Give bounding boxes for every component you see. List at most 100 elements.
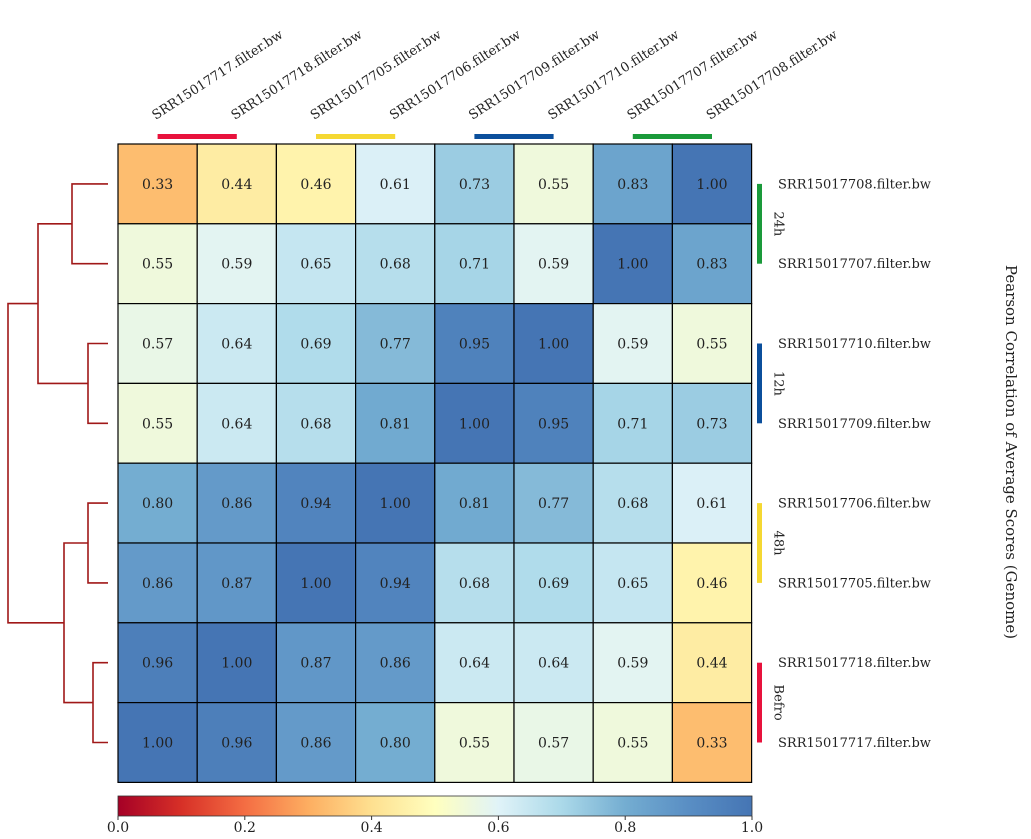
cell-value-label: 1.00 xyxy=(617,257,648,273)
heatmap-cell xyxy=(196,701,277,783)
cell-value-label: 0.94 xyxy=(300,496,331,512)
column-label: SRR15017718.filter.bw xyxy=(229,27,365,123)
heatmap-cell xyxy=(196,303,277,385)
heatmap-cell xyxy=(592,223,674,305)
colorbar-tick-label: 0.6 xyxy=(487,820,509,836)
column-label: SRR15017708.filter.bw xyxy=(704,27,840,123)
heatmap-cell xyxy=(513,382,594,464)
heatmap-cell xyxy=(592,382,674,464)
group-label: 48h xyxy=(771,531,786,557)
cell-value-label: 0.64 xyxy=(538,656,569,672)
heatmap-cell xyxy=(117,223,198,305)
cell-value-label: 0.68 xyxy=(459,576,490,592)
row-group-bar xyxy=(757,343,762,424)
column-label: SRR15017709.filter.bw xyxy=(466,27,602,123)
heatmap-cell xyxy=(275,382,357,464)
heatmap-cell xyxy=(671,701,753,783)
heatmap-cell xyxy=(434,701,515,783)
cell-value-label: 1.00 xyxy=(300,576,331,592)
heatmap-cell xyxy=(434,223,515,305)
group-label: 12h xyxy=(771,371,786,397)
cell-value-label: 0.55 xyxy=(617,736,648,752)
cell-value-label: 0.44 xyxy=(696,656,727,672)
row-group-bar xyxy=(757,503,762,583)
heatmap-cell xyxy=(513,143,594,225)
cell-value-label: 0.64 xyxy=(221,416,252,432)
cell-value-label: 0.55 xyxy=(142,416,173,432)
cell-value-label: 0.87 xyxy=(221,576,252,592)
heatmap-cell xyxy=(275,223,357,305)
row-dendrogram xyxy=(7,183,108,744)
column-group-bar xyxy=(474,134,554,139)
heatmap-cell xyxy=(592,622,674,704)
heatmap-cell xyxy=(355,382,436,464)
colorbar-tick-label: 0.0 xyxy=(107,820,129,836)
heatmap-cell xyxy=(671,622,753,704)
dendrogram-branch xyxy=(87,502,108,584)
colorbar-gradient xyxy=(117,795,753,817)
cell-value-label: 0.95 xyxy=(459,337,490,353)
group-labels: 24h 12h 48h Befro xyxy=(771,211,786,720)
cell-value-label: 0.46 xyxy=(696,576,727,592)
cell-value-label: 0.83 xyxy=(617,177,648,193)
heatmap-cell xyxy=(671,303,753,385)
cell-value-label: 0.73 xyxy=(459,177,490,193)
cell-value-label: 0.33 xyxy=(696,736,727,752)
cell-value-label: 0.64 xyxy=(459,656,490,672)
dendrogram-branch xyxy=(71,183,108,265)
colorbar-title: Pearson Correlation of Average Scores (G… xyxy=(1002,265,1020,639)
cell-value-label: 0.86 xyxy=(142,576,173,592)
heatmap-cell xyxy=(196,223,277,305)
row-label: SRR15017710.filter.bw xyxy=(778,337,931,352)
dendrogram-branch xyxy=(7,302,64,624)
column-group-bars xyxy=(157,134,712,139)
cell-value-label: 1.00 xyxy=(221,656,252,672)
heatmap-cell xyxy=(196,382,277,464)
row-label: SRR15017708.filter.bw xyxy=(778,177,931,192)
cell-value-label: 0.71 xyxy=(459,257,490,273)
heatmap-cell xyxy=(196,143,277,225)
cell-value-label: 0.81 xyxy=(380,416,411,432)
cell-value-label: 0.81 xyxy=(459,496,490,512)
heatmap-cell xyxy=(117,462,198,544)
column-label: SRR15017707.filter.bw xyxy=(625,27,761,123)
cell-value-label: 0.80 xyxy=(380,736,411,752)
cell-value-label: 0.87 xyxy=(300,656,331,672)
cell-value-label: 1.00 xyxy=(142,736,173,752)
heatmap-cell xyxy=(513,701,594,783)
heatmap-cell xyxy=(671,143,753,225)
heatmap-cell xyxy=(434,462,515,544)
heatmap-cell xyxy=(117,701,198,783)
column-label: SRR15017706.filter.bw xyxy=(387,27,523,123)
heatmap-cell xyxy=(196,462,277,544)
heatmap-cell xyxy=(513,223,594,305)
column-labels: SRR15017717.filter.bwSRR15017718.filter.… xyxy=(150,27,841,123)
heatmap-cell xyxy=(275,701,357,783)
cell-value-label: 0.95 xyxy=(538,416,569,432)
dendrogram-branch xyxy=(92,661,108,744)
cell-value-label: 0.64 xyxy=(221,337,252,353)
column-group-bar xyxy=(157,134,237,139)
cell-value-label: 0.46 xyxy=(300,177,331,193)
heatmap-cell xyxy=(355,223,436,305)
heatmap-cell xyxy=(592,303,674,385)
row-label: SRR15017717.filter.bw xyxy=(778,736,931,751)
cell-value-label: 0.80 xyxy=(142,496,173,512)
heatmap-cell xyxy=(671,382,753,464)
cell-value-label: 0.69 xyxy=(538,576,569,592)
column-label: SRR15017710.filter.bw xyxy=(546,27,682,123)
cell-value-label: 0.55 xyxy=(696,337,727,353)
row-label: SRR15017707.filter.bw xyxy=(778,257,931,272)
cell-value-label: 0.77 xyxy=(538,496,569,512)
row-label: SRR15017718.filter.bw xyxy=(778,656,931,671)
colorbar-tick-label: 0.2 xyxy=(234,820,256,836)
heatmap-cell xyxy=(355,462,436,544)
cell-value-label: 0.59 xyxy=(617,656,648,672)
cell-value-label: 1.00 xyxy=(380,496,411,512)
colorbar-tick-label: 1.0 xyxy=(741,820,763,836)
cell-value-label: 0.69 xyxy=(300,337,331,353)
cell-value-label: 0.86 xyxy=(300,736,331,752)
cell-value-label: 0.77 xyxy=(380,337,411,353)
heatmap-cell xyxy=(671,542,753,624)
colorbar: 0.0 0.2 0.4 0.6 0.8 1.0 xyxy=(107,795,763,836)
